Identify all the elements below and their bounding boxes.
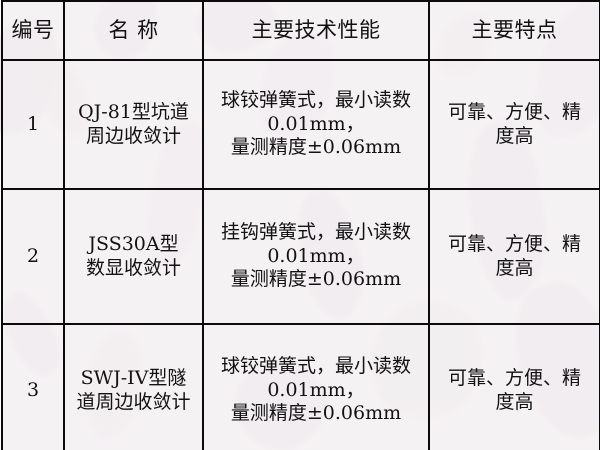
table-header: 编号 名 称 主要技术性能 主要特点	[1, 0, 600, 61]
cell-performance-line: 球铰弹簧式，最小读数	[220, 354, 411, 377]
cell-performance-line: 0.01mm，	[267, 378, 365, 401]
column-header-performance: 主要技术性能	[202, 0, 430, 61]
header-row: 编号 名 称 主要技术性能 主要特点	[1, 0, 600, 61]
cell-name-line: 周边收敛计	[85, 124, 181, 147]
cell-features-line: 度高	[495, 124, 534, 147]
cell-performance: 球铰弹簧式，最小读数 0.01mm， 量测精度±0.06mm	[202, 323, 430, 450]
cell-name-line: JSS30A型	[88, 232, 179, 255]
cell-performance-line: 量测精度±0.06mm	[230, 402, 402, 425]
cell-performance-line: 球铰弹簧式，最小读数	[220, 88, 411, 111]
cell-features: 可靠、方便、精 度高	[428, 323, 600, 450]
cell-performance-line: 挂钩弹簧式，最小读数	[220, 220, 411, 243]
cell-number: 2	[1, 188, 65, 325]
cell-name-line: 数显收敛计	[85, 256, 181, 279]
cell-name-line: 道周边收敛计	[76, 390, 191, 413]
cell-name: SWJ-IV型隧 道周边收敛计	[63, 323, 204, 450]
cell-features-line: 可靠、方便、精	[447, 232, 581, 255]
table-body: 1 QJ-81型坑道 周边收敛计 球铰弹簧式，最小读数 0.01mm， 量测精度…	[1, 59, 600, 450]
cell-features: 可靠、方便、精 度高	[428, 188, 600, 325]
cell-performance-line: 0.01mm，	[267, 244, 365, 267]
cell-number: 1	[1, 59, 65, 190]
cell-name-line: QJ-81型坑道	[78, 100, 189, 123]
cell-performance-line: 量测精度±0.06mm	[230, 268, 402, 291]
column-header-name: 名 称	[63, 0, 204, 61]
cell-performance: 挂钩弹簧式，最小读数 0.01mm， 量测精度±0.06mm	[202, 188, 430, 325]
cell-name: JSS30A型 数显收敛计	[63, 188, 204, 325]
cell-name: QJ-81型坑道 周边收敛计	[63, 59, 204, 190]
cell-features-line: 可靠、方便、精	[447, 100, 581, 123]
column-header-number: 编号	[1, 0, 65, 61]
table-row: 1 QJ-81型坑道 周边收敛计 球铰弹簧式，最小读数 0.01mm， 量测精度…	[1, 59, 600, 190]
cell-name-line: SWJ-IV型隧	[80, 366, 187, 389]
column-header-features: 主要特点	[428, 0, 600, 61]
cell-performance-line: 量测精度±0.06mm	[230, 136, 402, 159]
cell-performance-line: 0.01mm，	[267, 112, 365, 135]
cell-features-line: 度高	[495, 256, 534, 279]
cell-features-line: 可靠、方便、精	[447, 366, 581, 389]
cell-performance: 球铰弹簧式，最小读数 0.01mm， 量测精度±0.06mm	[202, 59, 430, 190]
table-row: 3 SWJ-IV型隧 道周边收敛计 球铰弹簧式，最小读数 0.01mm， 量测精…	[1, 323, 600, 450]
table-row: 2 JSS30A型 数显收敛计 挂钩弹簧式，最小读数 0.01mm， 量测精度±…	[1, 188, 600, 325]
cell-features: 可靠、方便、精 度高	[428, 59, 600, 190]
cell-number: 3	[1, 323, 65, 450]
cell-features-line: 度高	[495, 390, 534, 413]
